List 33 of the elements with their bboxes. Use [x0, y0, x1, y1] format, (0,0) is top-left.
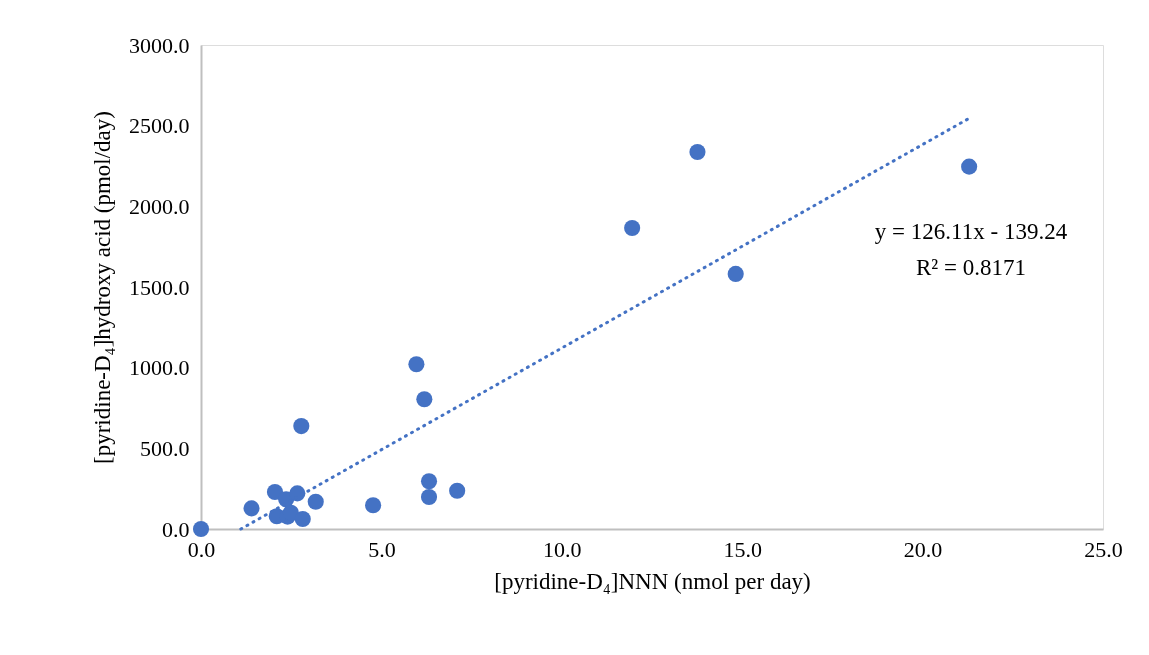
y-tick-label: 2000.0 [129, 193, 190, 219]
point [408, 356, 425, 373]
annotation: y = 126.11x - 139.24 [874, 219, 1068, 244]
y-tick-label: 1500.0 [129, 274, 190, 300]
point [624, 219, 641, 236]
point [192, 520, 210, 538]
x-axis-title: [pyridine-D₄]NNN (nmol per day) [494, 568, 811, 594]
point [365, 497, 382, 514]
x-tick-label: 10.0 [543, 536, 582, 562]
point [727, 265, 744, 282]
point [420, 473, 438, 490]
point [416, 391, 433, 408]
y-axis-title: [pyridine-D₄]hydroxy acid (pmol/day) [90, 111, 115, 464]
x-tick-label: 25.0 [1084, 536, 1123, 562]
x-tick-label: 15.0 [723, 536, 762, 562]
y-tick-label: 1000.0 [129, 355, 190, 381]
point [449, 482, 466, 499]
x-tick-label: 20.0 [903, 536, 943, 562]
annotation: R² = 0.8171 [916, 255, 1026, 280]
y-tick-label: 2500.0 [129, 113, 190, 139]
point [243, 500, 260, 517]
x-tick-label: 5.0 [368, 536, 396, 562]
point [961, 158, 978, 175]
point [293, 418, 310, 435]
point [420, 489, 438, 506]
x-tick-label: 0.0 [187, 536, 216, 562]
y-tick-label: 500.0 [140, 435, 190, 461]
y-tick-label: 0.0 [162, 516, 190, 542]
point [266, 484, 284, 501]
point [294, 510, 311, 528]
point [307, 493, 324, 510]
y-tick-label: 3000.0 [129, 32, 190, 58]
point [689, 143, 706, 161]
